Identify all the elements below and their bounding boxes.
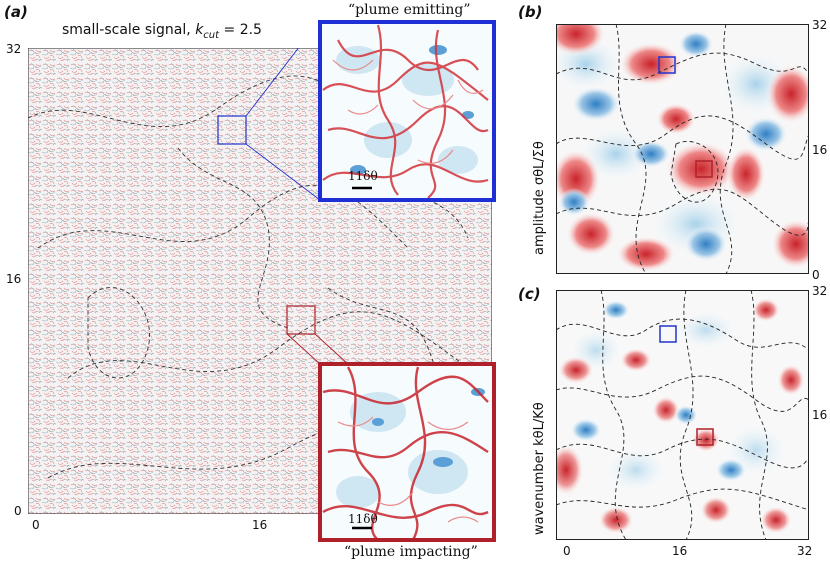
- panel-a-ytick-32: 32: [6, 42, 22, 56]
- panel-c-ytick-16: 16: [812, 408, 828, 422]
- panel-b-ytick-16: 16: [812, 143, 828, 157]
- panel-c-xtick-32: 32: [797, 544, 813, 558]
- panel-c-xtick-0: 0: [563, 544, 571, 558]
- panel-c-ylabel: wavenumber kθL/Kθ: [532, 402, 547, 535]
- panel-a-label: (a): [4, 3, 28, 21]
- panel-a-ytick-0: 0: [14, 504, 22, 518]
- panel-c-ytick-32: 32: [812, 284, 828, 298]
- panel-a-xtick-16: 16: [252, 518, 268, 532]
- panel-b-ytick-0: 0: [812, 268, 820, 282]
- inset-top-caption: “plume emitting”: [348, 2, 471, 18]
- panel-b-label: (b): [518, 3, 543, 21]
- inset-bottom-scale-label: 11δθ: [348, 512, 378, 526]
- panel-c-xtick-16: 16: [672, 544, 688, 558]
- panel-b-ylabel: amplitude σθL/Σθ: [532, 141, 547, 255]
- panel-a-xtick-0: 0: [32, 518, 40, 532]
- inset-top-scale-label: 11δθ: [348, 169, 378, 183]
- inset-plume-emitting: [318, 20, 496, 202]
- panel-a-title: small-scale signal, kcut = 2.5: [62, 22, 262, 41]
- panel-b-ytick-32: 32: [812, 18, 828, 32]
- inset-bottom-caption: “plume impacting”: [344, 544, 478, 560]
- inset-plume-impacting: [318, 362, 496, 542]
- panel-c-label: (c): [518, 285, 541, 303]
- panel-a-ytick-16: 16: [6, 272, 22, 286]
- panel-b-heatmap: [556, 24, 809, 274]
- panel-c-heatmap: [556, 290, 809, 540]
